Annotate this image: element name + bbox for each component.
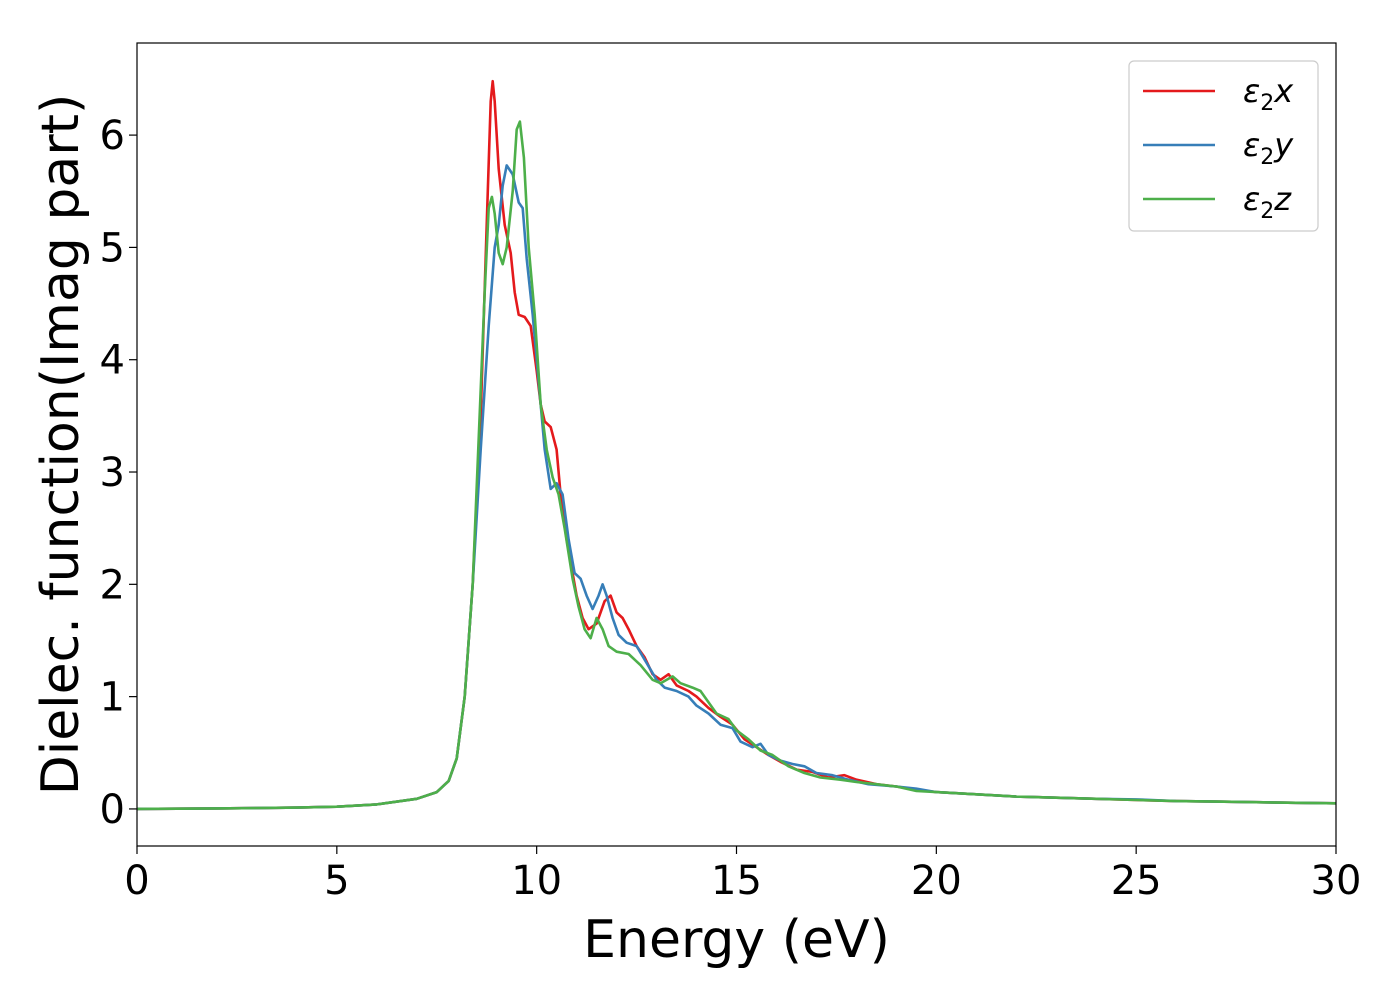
legend-box [1128,60,1319,232]
y-tick-label: 6 [100,113,125,159]
x-tick-label: 15 [711,858,762,904]
legend-label: ε2z [1243,180,1292,224]
ticks-layer: 0 5 10 15 20 25 30 0 1 2 3 4 5 6 [100,113,1362,904]
y-tick-label: 4 [100,338,125,384]
x-tick-label: 5 [324,858,349,904]
series-layer [137,79,1336,811]
series-line-2 [137,164,1336,811]
legend-label: ε2y [1243,126,1294,170]
y-tick-label: 3 [100,450,125,496]
x-axis-label: Energy (eV) [583,910,890,970]
y-tick-label: 5 [100,225,125,271]
x-tick-label: 25 [1111,858,1162,904]
x-tick-label: 0 [124,858,149,904]
legend: ε2x ε2y ε2z [1128,60,1319,232]
x-tick-label: 20 [911,858,962,904]
series-line-3 [137,120,1336,811]
y-tick-label: 0 [100,787,125,833]
y-tick-label: 1 [100,675,125,721]
x-tick-label: 10 [511,858,562,904]
x-tick-label: 30 [1311,858,1362,904]
legend-label: ε2x [1243,72,1294,116]
y-axis-label: Dielec. function(Imag part) [31,94,91,796]
y-tick-label: 2 [100,562,125,608]
